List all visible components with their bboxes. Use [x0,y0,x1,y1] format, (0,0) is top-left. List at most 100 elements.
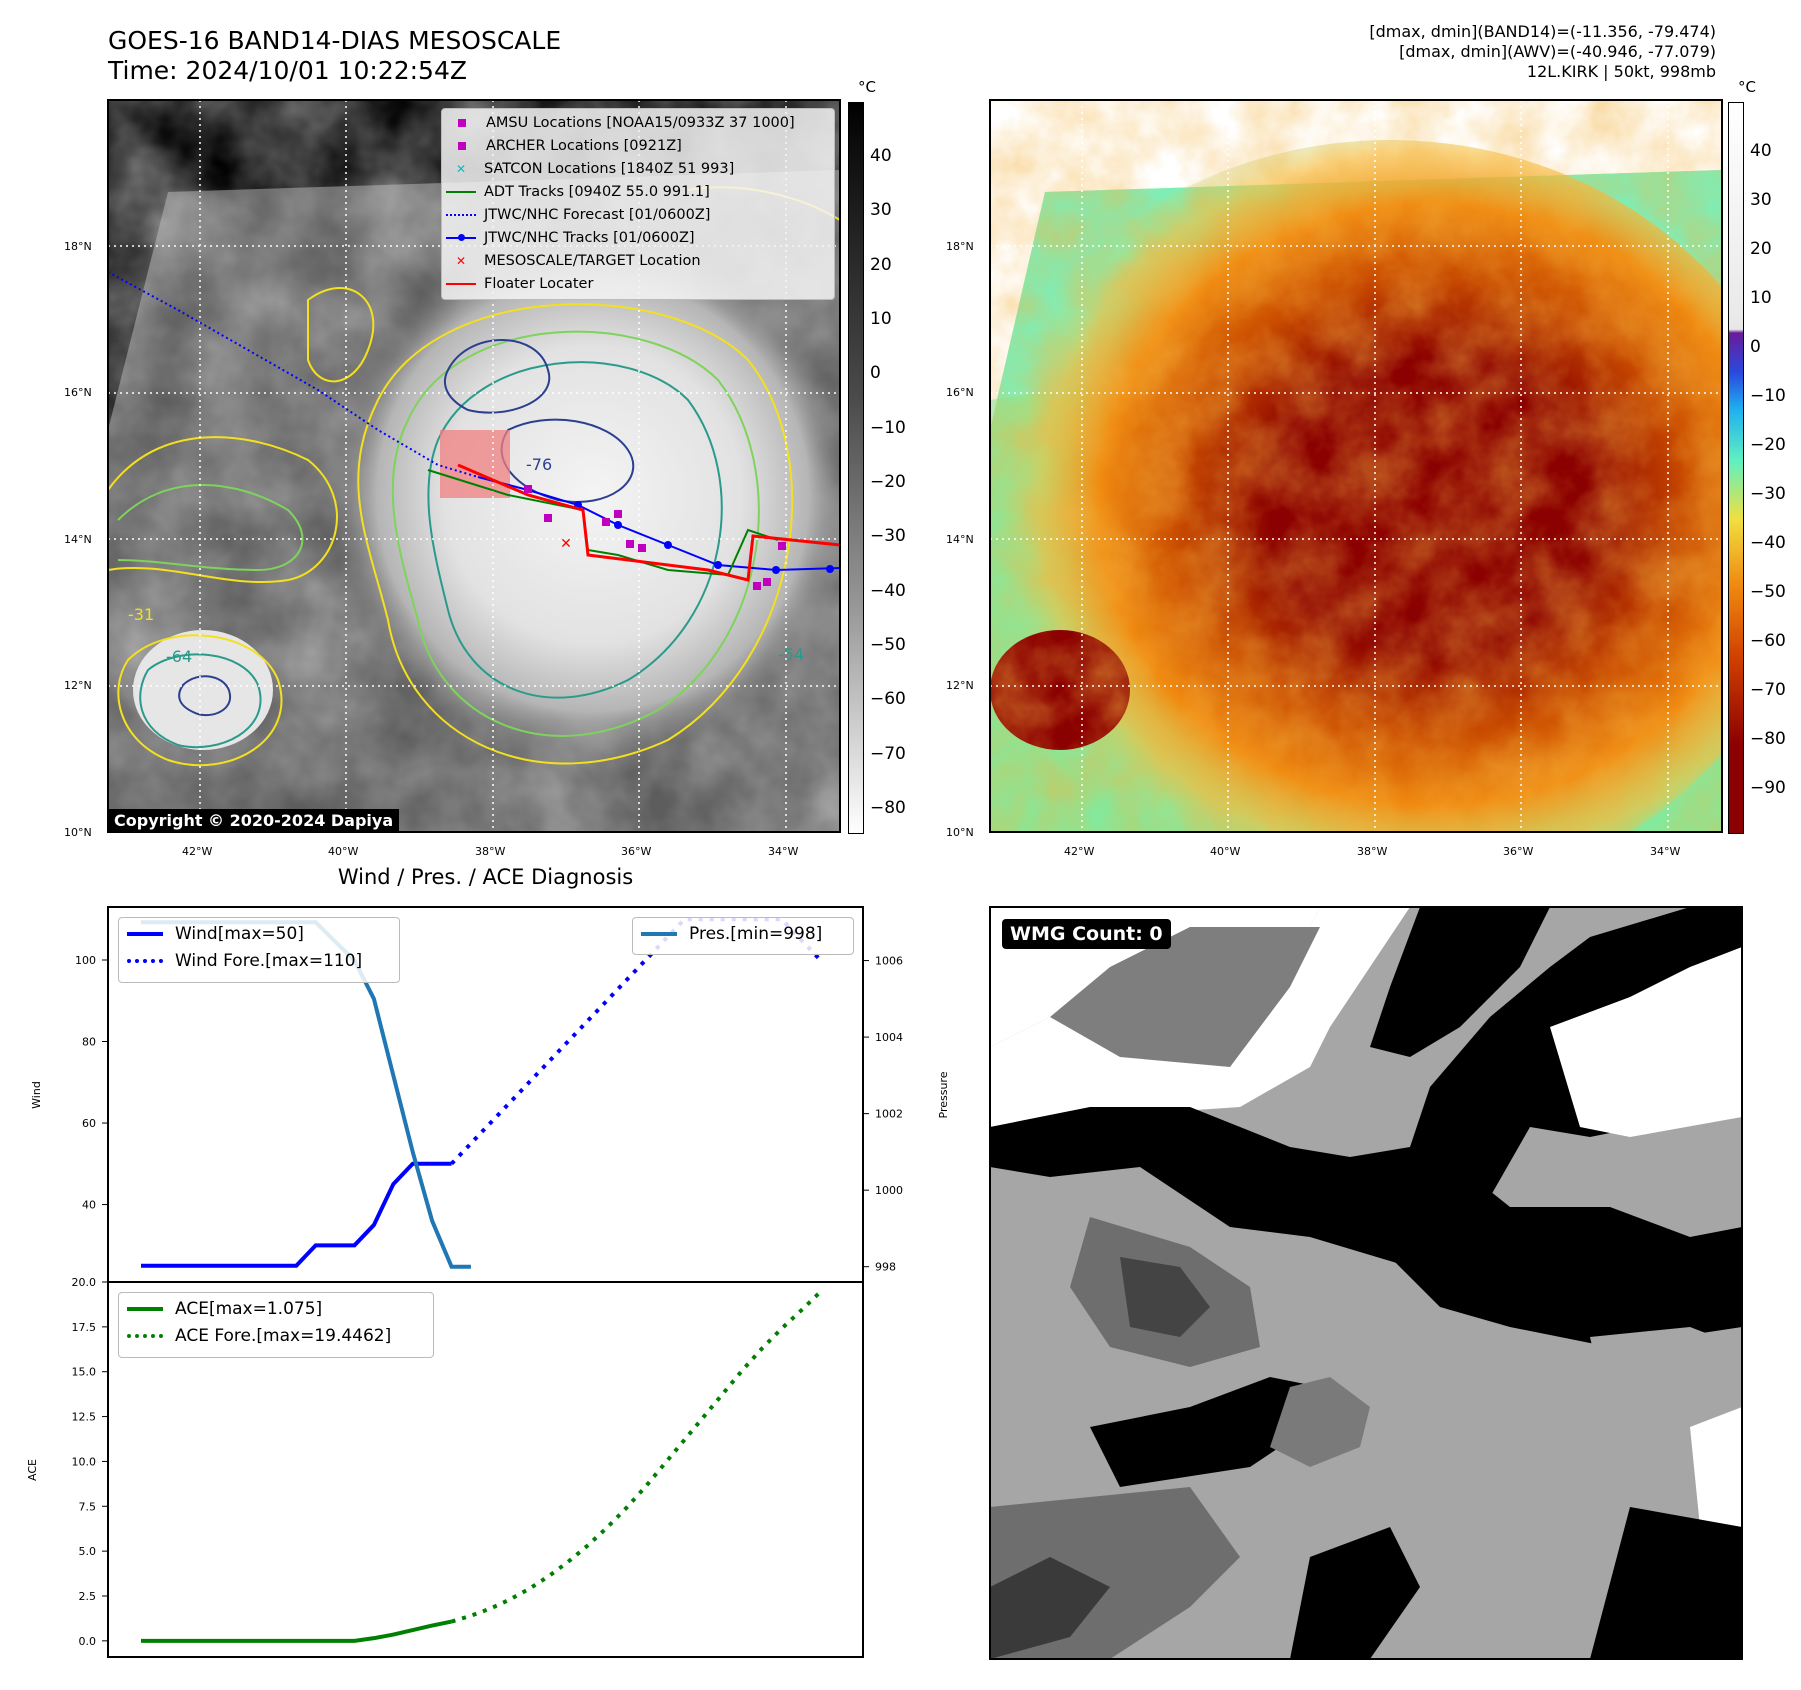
ace-tick-label: 0.0 [79,1635,97,1648]
contour-label: -31 [128,605,154,624]
jtwc-track [477,476,840,572]
awv-colorbar-tick: 20 [1750,239,1772,259]
awv-colorbar [1728,102,1744,834]
legend-label: ACE[max=1.075] [175,1299,323,1319]
lat-label: 18°N [946,240,974,253]
ace-legend: ACE[max=1.075] ACE Fore.[max=19.4462] [118,1292,434,1358]
wind-axis-label: Wind [30,1081,43,1109]
awv-colorbar-tick: −30 [1750,484,1786,504]
wmg-image [990,907,1742,1659]
awv-colorbar-tick: −70 [1750,680,1786,700]
awv-map-frame [989,99,1723,833]
legend-label: AMSU Locations [NOAA15/0933Z 37 1000] [486,115,795,131]
awv-range: [dmax, dmin](AWV)=(-40.946, -77.079) [1399,42,1716,61]
floater-track [457,463,840,582]
ir-colorbar [848,102,864,834]
legend-label: ARCHER Locations [0921Z] [486,138,682,154]
pressure-tick-label: 1004 [875,1031,903,1044]
pressure-tick-label: 1000 [875,1184,903,1197]
storm-info: 12L.KIRK | 50kt, 998mb [1526,62,1716,81]
contour-label: -54 [778,645,804,664]
dmax-dmin-info: [dmax, dmin](BAND14)=(-11.356, -79.474) … [1369,22,1716,82]
ir-colorbar-tick: −60 [870,689,906,709]
amsu-archer-markers [524,485,786,590]
lat-label: 10°N [946,826,974,839]
floater-box [440,430,510,498]
ir-colorbar-tick: 0 [870,363,881,383]
awv-colorbar-tick: 30 [1750,190,1772,210]
chart-title: GOES-16 BAND14-DIAS MESOSCALE [108,26,562,55]
wmg-frame [989,906,1743,1660]
ace-tick-label: 15.0 [72,1366,97,1379]
awv-colorbar-unit: °C [1738,78,1756,96]
red-line-icon [446,283,476,285]
lat-label: 12°N [946,679,974,692]
pressure-line-icon [641,932,677,936]
lat-label: 10°N [64,826,92,839]
pressure-tick-label: 1006 [875,955,903,968]
lon-label: 40°W [328,845,359,858]
ace-series-line [140,1619,452,1643]
ace-forecast-series-line [450,1290,822,1624]
awv-colorbar-tick: 0 [1750,337,1761,357]
awv-colorbar-tick: −80 [1750,729,1786,749]
wind-tick-label: 100 [75,954,96,967]
legend-label: Pres.[min=998] [689,924,823,944]
ir-colorbar-tick: 10 [870,309,892,329]
lon-label: 34°W [768,845,799,858]
legend-label: Floater Locater [484,276,594,292]
ace-tick-label: 20.0 [72,1276,97,1289]
wind-tick-label: 80 [82,1036,96,1049]
ir-legend: AMSU Locations [NOAA15/0933Z 37 1000] AR… [441,108,835,300]
wind-tick-label: 60 [82,1117,96,1130]
ir-colorbar-tick: −50 [870,635,906,655]
pressure-legend: Pres.[min=998] [632,917,854,955]
ir-colorbar-tick: 40 [870,146,892,166]
lat-label: 16°N [64,386,92,399]
ir-colorbar-tick: 20 [870,255,892,275]
wind-legend: Wind[max=50] Wind Fore.[max=110] [118,917,400,983]
legend-label: Wind Fore.[max=110] [175,951,363,971]
band14-range: [dmax, dmin](BAND14)=(-11.356, -79.474) [1369,22,1716,41]
lat-label: 12°N [64,679,92,692]
ir-colorbar-tick: −10 [870,418,906,438]
wind-forecast-line-icon [127,959,163,963]
legend-label: Wind[max=50] [175,924,304,944]
legend-label: ACE Fore.[max=19.4462] [175,1326,392,1346]
awv-map [990,100,1722,832]
awv-colorbar-tick: −60 [1750,631,1786,651]
awv-colorbar-tick: 40 [1750,141,1772,161]
lat-label: 14°N [946,533,974,546]
legend-label: SATCON Locations [1840Z 51 993] [484,161,735,177]
lon-label: 34°W [1650,845,1681,858]
copyright-badge: Copyright © 2020-2024 Dapiya [108,809,400,832]
ace-tick-label: 5.0 [79,1545,97,1558]
lon-label: 36°W [1503,845,1534,858]
awv-colorbar-tick: −40 [1750,533,1786,553]
lon-label: 40°W [1210,845,1241,858]
ir-colorbar-tick: −70 [870,744,906,764]
diagnosis-title: Wind / Pres. / ACE Diagnosis [337,865,634,889]
wind-line-icon [127,932,163,936]
lon-label: 36°W [621,845,652,858]
lat-label: 16°N [946,386,974,399]
wind-forecast-series-line [450,917,822,1166]
pressure-tick-label: 998 [875,1261,896,1274]
lon-label: 42°W [1064,845,1095,858]
lat-label: 14°N [64,533,92,546]
blue-line-dot-icon [446,234,476,241]
wind-series-line [140,1161,452,1268]
ir-colorbar-tick: 30 [870,200,892,220]
chart-time: Time: 2024/10/01 10:22:54Z [108,56,467,85]
contour-label: -76 [526,455,552,474]
ace-tick-label: 10.0 [72,1455,97,1468]
map-gridlines [990,100,1722,832]
awv-map-panel [990,100,1722,832]
green-line-icon [446,191,476,193]
awv-colorbar-tick: −10 [1750,386,1786,406]
ir-colorbar-tick: −20 [870,472,906,492]
ir-colorbar-unit: °C [858,78,876,96]
legend-label: MESOSCALE/TARGET Location [484,253,701,269]
lat-label: 18°N [64,240,92,253]
magenta-square-icon [458,119,466,127]
